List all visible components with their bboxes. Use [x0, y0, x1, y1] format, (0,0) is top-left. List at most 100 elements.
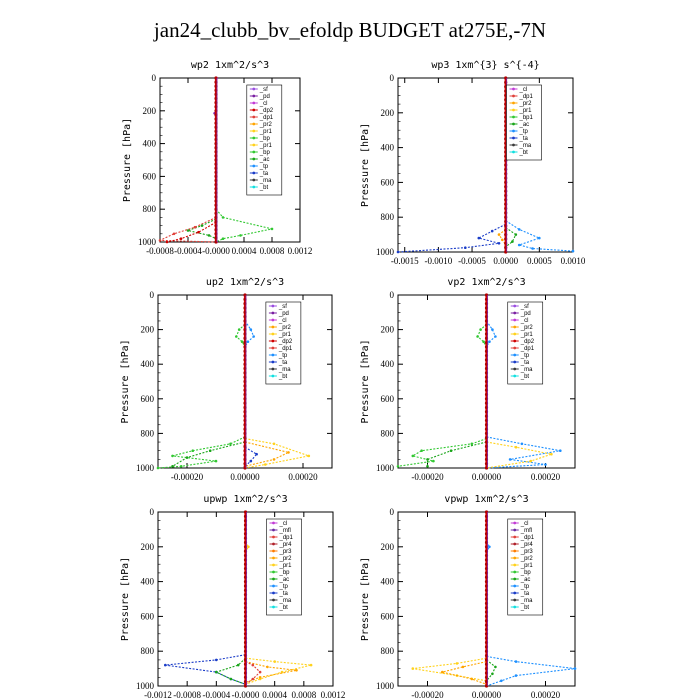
series-point-tp [249, 328, 253, 331]
series-line-pr1 [245, 657, 312, 685]
y-tick-label: 0 [150, 507, 155, 517]
legend-entry: _bp [259, 150, 271, 156]
legend-marker [271, 325, 275, 329]
legend-entry: _cl [520, 521, 529, 527]
legend-entry: _pr3 [279, 549, 293, 555]
legend-marker [513, 325, 517, 329]
legend-marker [513, 570, 517, 574]
legend-entry: _dp2 [520, 339, 535, 345]
legend-entry: _bp [259, 136, 271, 142]
legend-entry: _tp [520, 584, 530, 590]
series-point-pr2 [266, 665, 269, 669]
legend-marker [252, 136, 256, 140]
series-line-bp [476, 323, 487, 348]
series-line-pr2 [498, 228, 507, 246]
series-point-bp [235, 335, 238, 338]
legend-marker [252, 157, 256, 161]
series-point-bp [432, 459, 435, 463]
y-tick-label: 1000 [376, 247, 395, 257]
series-point-bp [411, 454, 415, 458]
legend-marker [271, 332, 275, 336]
series-point-dp1 [172, 232, 176, 236]
legend-entry: _pr2 [519, 101, 533, 107]
legend-box [265, 301, 302, 385]
legend-box [266, 518, 302, 616]
legend-marker [272, 556, 275, 560]
series-point-ac [229, 677, 233, 681]
series-point-bp [470, 442, 474, 446]
series-point-dp1 [258, 670, 262, 674]
series-point-tp [573, 667, 577, 670]
series-point-pr1 [273, 660, 277, 663]
series-point-pr2 [497, 233, 501, 236]
series-point-tp [531, 247, 534, 250]
legend-marker [272, 577, 275, 581]
legend-entry: _tp [520, 353, 530, 359]
legend-entry: _bp [520, 570, 532, 576]
legend-entry: _bt [520, 374, 530, 380]
x-tick-label: 0.0004 [232, 246, 257, 256]
series-point-ac [511, 240, 514, 243]
legend-entry: _bt [278, 374, 288, 380]
legend-marker [271, 353, 275, 357]
legend-marker [252, 164, 256, 168]
legend-entry: _tp [278, 353, 288, 359]
legend-marker [272, 605, 275, 609]
series-point-ac [186, 229, 190, 232]
series-point-dp1 [251, 663, 255, 667]
legend-marker [513, 605, 517, 609]
legend-marker [252, 122, 256, 126]
legend-entry: _ma [519, 143, 532, 149]
legend-marker [513, 374, 517, 378]
legend-entry: _bt [279, 605, 289, 611]
series-point-tp [508, 458, 512, 461]
series-point-tp [488, 545, 491, 549]
legend-marker [272, 535, 275, 539]
legend-entry: _pr1 [520, 563, 534, 569]
series-point-pr1 [455, 662, 459, 665]
x-tick-label: -0.0004 [202, 690, 230, 700]
series-point-bp [191, 449, 195, 453]
y-tick-label: 600 [381, 611, 395, 621]
legend-entry: _pr4 [520, 542, 534, 548]
series-point-bp [239, 234, 242, 237]
legend-marker [271, 360, 275, 364]
legend-marker [513, 556, 517, 560]
legend-marker [513, 332, 517, 336]
plot-title: up2 1xm^2/s^3 [206, 277, 284, 288]
legend-marker [252, 87, 256, 91]
series-point-tp [500, 679, 503, 683]
series-line-pr2 [245, 661, 297, 684]
series-point-ac [494, 665, 497, 669]
y-tick-label: 1000 [376, 463, 395, 473]
series-point-pr1 [307, 454, 311, 458]
legend-entry: _pr2 [259, 122, 273, 128]
legend-entry: _tp [279, 584, 289, 590]
series-point-ac [236, 663, 240, 667]
legend-marker [512, 87, 515, 91]
y-tick-label: 200 [381, 542, 395, 552]
legend-marker [513, 304, 517, 308]
legend-marker [272, 528, 275, 532]
plot-title: wp3 1xm^{3} s^{-4} [431, 60, 539, 71]
series-point-bp [482, 340, 485, 344]
y-tick-label: 400 [141, 577, 155, 587]
legend-entry: _cl [259, 101, 268, 107]
legend-entry: _ta [519, 136, 529, 142]
legend-entry: _ta [279, 591, 289, 597]
legend-box [507, 518, 544, 616]
legend-entry: _pr2 [520, 556, 534, 562]
series-point-tp [517, 228, 521, 231]
legend-marker [512, 136, 515, 140]
x-tick-label: -0.0008 [173, 690, 201, 700]
series-line-pr2 [442, 661, 487, 685]
series-point-ac [208, 449, 212, 453]
series-point-tp [544, 463, 547, 466]
series-point-pr2 [461, 665, 465, 669]
legend-marker [271, 311, 275, 315]
y-tick-label: 0 [390, 73, 395, 83]
legend-marker [513, 549, 517, 553]
x-tick-label: -0.00020 [171, 472, 204, 482]
legend-entry: _dp2 [278, 339, 293, 345]
series-point-dp2 [197, 230, 200, 234]
